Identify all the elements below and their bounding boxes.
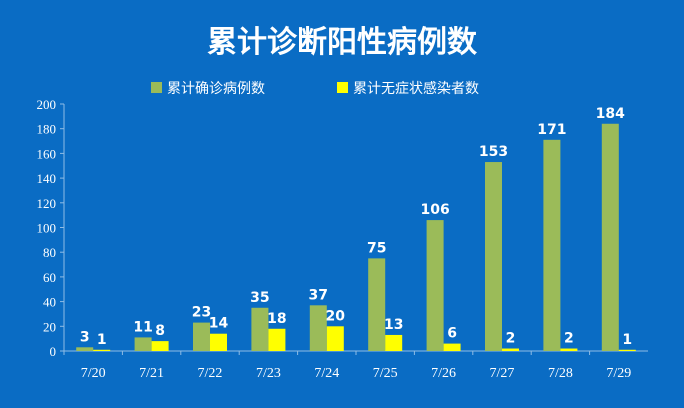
- data-label-confirmed: 75: [367, 240, 386, 256]
- legend-swatch-asymptomatic: [337, 82, 348, 93]
- data-label-asymptomatic: 1: [97, 332, 107, 348]
- y-tick-label: 40: [43, 295, 56, 310]
- bar-asymptomatic: [560, 348, 578, 351]
- data-label-asymptomatic: 18: [267, 311, 286, 327]
- data-label-asymptomatic: 6: [447, 326, 457, 342]
- data-label-confirmed: 23: [192, 305, 211, 321]
- data-label-confirmed: 171: [537, 122, 566, 138]
- data-label-confirmed: 37: [309, 287, 328, 303]
- legend: 累计确诊病例数 累计无症状感染者数: [151, 80, 479, 97]
- legend-label-confirmed: 累计确诊病例数: [167, 81, 265, 97]
- data-label-asymptomatic: 2: [506, 331, 516, 347]
- bar-confirmed: [193, 322, 210, 351]
- y-tick-label: 60: [43, 270, 56, 285]
- data-label-confirmed: 106: [420, 202, 449, 218]
- bar-confirmed: [485, 162, 502, 351]
- y-tick-label: 160: [37, 146, 57, 161]
- x-tick-label: 7/25: [373, 366, 398, 381]
- x-tick-label: 7/20: [81, 366, 106, 381]
- bar-confirmed: [76, 347, 94, 351]
- bar-asymptomatic: [443, 343, 461, 351]
- legend-label-asymptomatic: 累计无症状感染者数: [353, 80, 479, 97]
- chart-title: 累计诊断阳性病例数: [207, 25, 478, 60]
- x-tick-label: 7/21: [139, 366, 164, 381]
- x-tick-label: 7/22: [198, 366, 223, 381]
- bar-asymptomatic: [151, 341, 169, 351]
- data-label-confirmed: 3: [80, 329, 90, 345]
- data-label-asymptomatic: 1: [622, 332, 632, 348]
- bar-asymptomatic: [385, 334, 403, 351]
- y-tick-label: 180: [37, 122, 57, 137]
- data-label-asymptomatic: 14: [209, 316, 229, 332]
- y-tick-label: 20: [43, 319, 56, 334]
- bar-asymptomatic: [618, 349, 636, 351]
- x-tick-label: 7/28: [548, 366, 573, 381]
- y-tick-label: 140: [37, 171, 57, 186]
- bar-confirmed: [134, 337, 152, 351]
- bar-confirmed: [368, 258, 386, 351]
- x-tick-label: 7/27: [490, 366, 515, 381]
- x-tick-label: 7/23: [256, 366, 281, 381]
- bar-asymptomatic: [502, 348, 519, 351]
- bar-asymptomatic: [93, 349, 111, 351]
- bar-asymptomatic: [326, 326, 344, 351]
- data-label-asymptomatic: 8: [155, 323, 165, 339]
- bar-confirmed: [601, 123, 619, 351]
- data-label-asymptomatic: 2: [564, 331, 574, 347]
- legend-swatch-confirmed: [151, 82, 162, 93]
- bar-confirmed: [309, 305, 327, 351]
- x-tick-label: 7/26: [431, 366, 456, 381]
- x-tick-label: 7/24: [314, 366, 339, 381]
- data-label-asymptomatic: 20: [326, 308, 346, 324]
- y-tick-label: 100: [37, 221, 57, 236]
- bar-confirmed: [251, 307, 269, 351]
- data-label-confirmed: 35: [250, 290, 269, 306]
- x-tick-label: 7/29: [606, 366, 631, 381]
- data-label-confirmed: 184: [596, 106, 625, 122]
- data-label-asymptomatic: 13: [384, 317, 403, 333]
- bar-confirmed: [543, 139, 561, 351]
- bar-confirmed: [426, 220, 444, 351]
- data-label-confirmed: 153: [479, 144, 508, 160]
- bar-asymptomatic: [268, 328, 286, 351]
- y-tick-label: 80: [43, 245, 56, 260]
- y-tick-label: 120: [37, 196, 57, 211]
- y-tick-label: 200: [37, 97, 57, 112]
- data-label-confirmed: 11: [133, 319, 152, 335]
- bar-asymptomatic: [210, 333, 227, 351]
- y-tick-label: 0: [50, 344, 57, 359]
- bars: [76, 123, 636, 351]
